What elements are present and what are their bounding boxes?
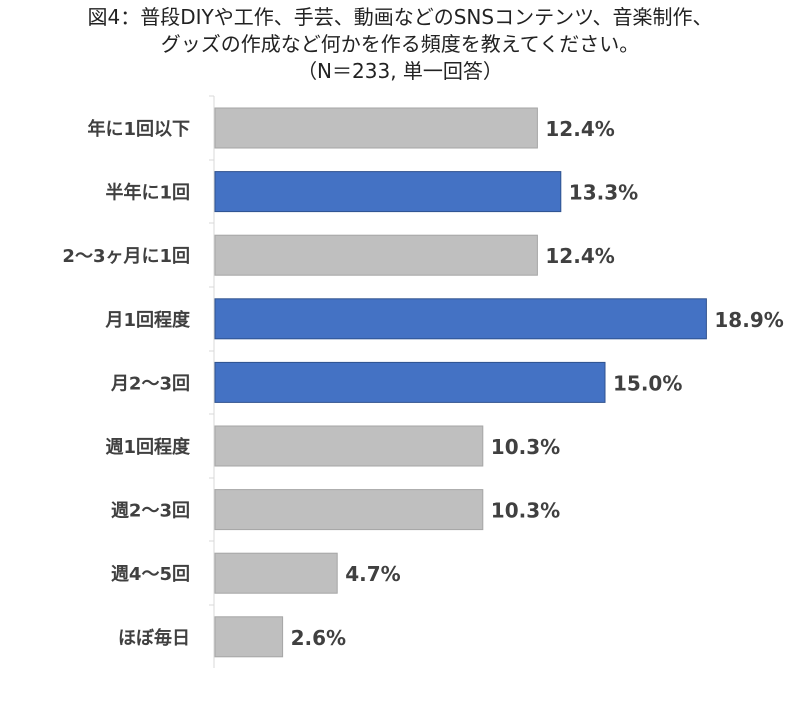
bar <box>214 298 707 340</box>
value-label: 12.4% <box>545 117 614 141</box>
value-label: 12.4% <box>545 244 614 268</box>
value-label: 4.7% <box>345 562 400 586</box>
bar <box>214 616 284 658</box>
category-label: 2～3ヶ月に1回 <box>62 246 190 267</box>
value-label: 2.6% <box>291 626 346 650</box>
value-label: 10.3% <box>491 435 560 459</box>
value-label: 15.0% <box>613 371 682 395</box>
chart-title-line-1: 図4：普段DIYや工作、手芸、動画などのSNSコンテンツ、音楽制作、 <box>87 5 713 29</box>
bar <box>214 171 562 213</box>
category-label: 月1回程度 <box>104 309 191 331</box>
category-label: ほぼ毎日 <box>118 627 190 649</box>
bar <box>214 361 606 403</box>
chart-title: 図4：普段DIYや工作、手芸、動画などのSNSコンテンツ、音楽制作、 グッズの作… <box>0 4 800 85</box>
category-label: 半年に1回 <box>105 182 190 204</box>
bar <box>214 489 484 531</box>
category-label: 年に1回以下 <box>87 118 190 140</box>
category-label: 月2～3回 <box>110 373 190 394</box>
category-label: 週4～5回 <box>111 564 190 585</box>
bar <box>214 234 538 276</box>
value-label: 18.9% <box>714 308 783 332</box>
value-label: 13.3% <box>569 181 638 205</box>
value-label: 10.3% <box>491 499 560 523</box>
bar <box>214 107 538 149</box>
chart-title-line-2: グッズの作成など何かを作る頻度を教えてください。 <box>160 32 640 56</box>
chart-title-line-3: （N＝233, 単一回答） <box>297 59 503 83</box>
bar <box>214 425 484 467</box>
bar <box>214 552 338 594</box>
category-label: 週2～3回 <box>111 501 190 522</box>
category-label: 週1回程度 <box>105 436 191 458</box>
